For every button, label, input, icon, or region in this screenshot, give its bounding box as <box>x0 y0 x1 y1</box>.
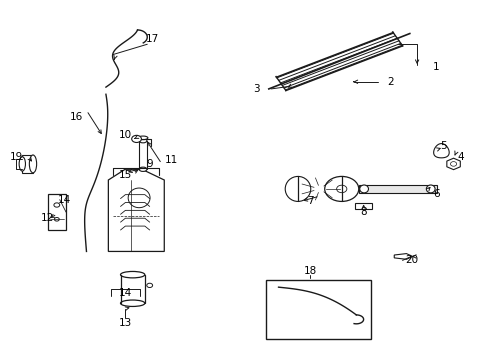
Text: 14: 14 <box>119 288 132 297</box>
Bar <box>359 185 436 193</box>
Ellipse shape <box>131 135 141 143</box>
Ellipse shape <box>54 203 60 207</box>
Text: 18: 18 <box>303 266 316 276</box>
Text: 19: 19 <box>9 152 22 162</box>
Bar <box>47 194 66 230</box>
Polygon shape <box>393 253 412 259</box>
Text: 4: 4 <box>457 152 463 162</box>
Text: 20: 20 <box>405 255 418 265</box>
Polygon shape <box>108 169 164 251</box>
Ellipse shape <box>138 136 147 140</box>
Ellipse shape <box>324 176 358 202</box>
Ellipse shape <box>120 300 144 306</box>
Ellipse shape <box>139 167 146 171</box>
Ellipse shape <box>359 185 368 193</box>
Bar <box>354 203 372 209</box>
Ellipse shape <box>426 185 434 193</box>
Text: 1: 1 <box>432 63 439 72</box>
Text: 15: 15 <box>119 170 132 180</box>
Bar <box>266 280 370 339</box>
Text: 14: 14 <box>58 195 71 204</box>
Ellipse shape <box>19 157 25 171</box>
Ellipse shape <box>139 139 146 143</box>
Ellipse shape <box>449 162 456 166</box>
Text: 2: 2 <box>386 77 393 87</box>
Text: 13: 13 <box>119 318 132 328</box>
Polygon shape <box>446 158 459 170</box>
Text: 10: 10 <box>119 130 132 140</box>
Ellipse shape <box>336 185 346 193</box>
Text: 5: 5 <box>440 141 446 151</box>
Text: 12: 12 <box>41 212 54 222</box>
Text: 8: 8 <box>360 207 366 217</box>
Text: 7: 7 <box>306 197 313 206</box>
Polygon shape <box>433 144 448 158</box>
Ellipse shape <box>285 176 310 202</box>
Ellipse shape <box>29 155 37 173</box>
Text: 11: 11 <box>164 156 178 165</box>
Text: 6: 6 <box>432 189 439 199</box>
Ellipse shape <box>54 217 59 221</box>
Ellipse shape <box>128 188 150 208</box>
Ellipse shape <box>146 283 152 288</box>
Text: 3: 3 <box>253 84 260 94</box>
Text: 17: 17 <box>145 34 159 44</box>
Bar <box>22 155 33 173</box>
Text: 16: 16 <box>70 112 83 122</box>
Ellipse shape <box>120 271 144 278</box>
Text: 9: 9 <box>146 159 153 169</box>
